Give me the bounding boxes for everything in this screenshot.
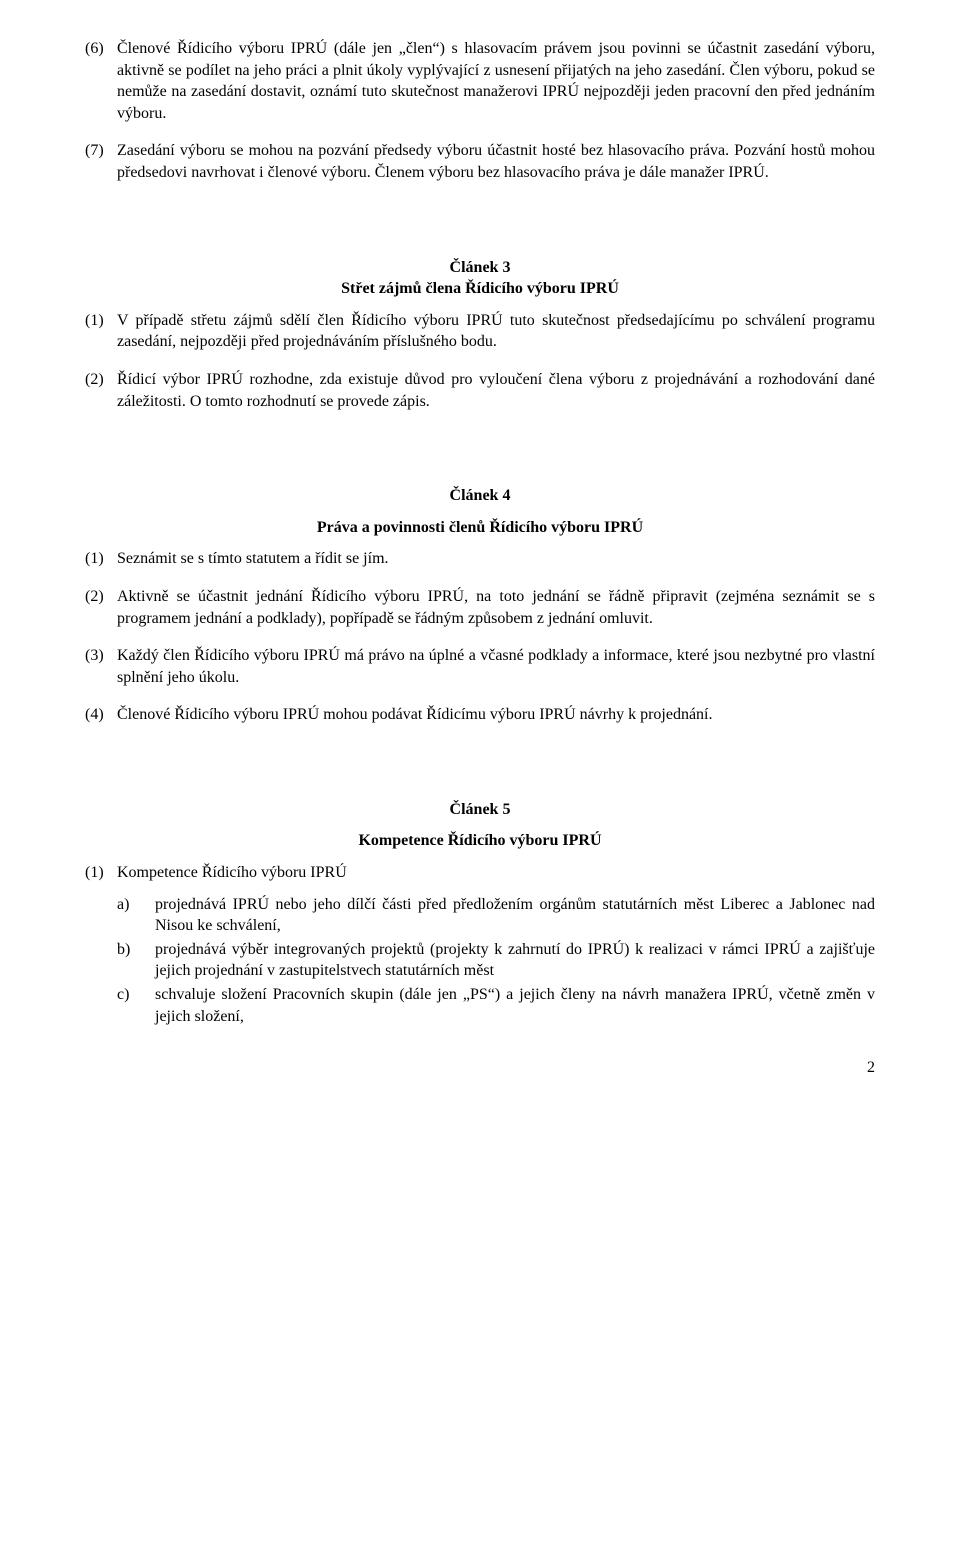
article-4-paragraph-2: (2) Aktivně se účastnit jednání Řídicího… (85, 586, 875, 629)
article-3-paragraph-1: (1) V případě střetu zájmů sdělí člen Ří… (85, 310, 875, 353)
article-5-paragraph-1: (1) Kompetence Řídicího výboru IPRÚ (85, 862, 875, 884)
item-letter: c) (117, 984, 129, 1006)
article-3-heading: Článek 3 (85, 257, 875, 279)
article-3-paragraph-2: (2) Řídicí výbor IPRÚ rozhodne, zda exis… (85, 369, 875, 412)
paragraph-text: Členové Řídicího výboru IPRÚ mohou podáv… (117, 706, 713, 723)
article-5-item-b: b) projednává výběr integrovaných projek… (85, 939, 875, 982)
article-3-subheading: Střet zájmů člena Řídicího výboru IPRÚ (85, 278, 875, 300)
paragraph-6: (6) Členové Řídicího výboru IPRÚ (dále j… (85, 38, 875, 124)
article-4-paragraph-1: (1) Seznámit se s tímto statutem a řídit… (85, 548, 875, 570)
paragraph-7: (7) Zasedání výboru se mohou na pozvání … (85, 140, 875, 183)
item-letter: b) (117, 939, 130, 961)
paragraph-number: (2) (85, 369, 104, 391)
paragraph-number: (7) (85, 140, 104, 162)
article-5-heading: Článek 5 (85, 799, 875, 821)
paragraph-number: (2) (85, 586, 104, 608)
paragraph-number: (1) (85, 548, 104, 570)
paragraph-text: Kompetence Řídicího výboru IPRÚ (117, 864, 347, 881)
article-4-paragraph-4: (4) Členové Řídicího výboru IPRÚ mohou p… (85, 704, 875, 726)
article-4-subheading: Práva a povinnosti členů Řídicího výboru… (85, 517, 875, 539)
paragraph-text: Členové Řídicího výboru IPRÚ (dále jen „… (117, 40, 875, 122)
paragraph-number: (6) (85, 38, 104, 60)
paragraph-number: (3) (85, 645, 104, 667)
paragraph-text: Zasedání výboru se mohou na pozvání před… (117, 142, 875, 181)
paragraph-text: V případě střetu zájmů sdělí člen Řídicí… (117, 312, 875, 351)
article-5-subheading: Kompetence Řídicího výboru IPRÚ (85, 830, 875, 852)
page-number: 2 (85, 1057, 875, 1079)
paragraph-number: (4) (85, 704, 104, 726)
item-letter: a) (117, 894, 129, 916)
paragraph-number: (1) (85, 862, 104, 884)
article-5-item-a: a) projednává IPRÚ nebo jeho dílčí části… (85, 894, 875, 937)
item-text: schvaluje složení Pracovních skupin (dál… (155, 986, 875, 1025)
paragraph-text: Každý člen Řídicího výboru IPRÚ má právo… (117, 647, 875, 686)
paragraph-text: Řídicí výbor IPRÚ rozhodne, zda existuje… (117, 371, 875, 410)
paragraph-text: Seznámit se s tímto statutem a řídit se … (117, 550, 389, 567)
article-4-paragraph-3: (3) Každý člen Řídicího výboru IPRÚ má p… (85, 645, 875, 688)
item-text: projednává výběr integrovaných projektů … (155, 941, 875, 980)
article-4-heading: Článek 4 (85, 485, 875, 507)
item-text: projednává IPRÚ nebo jeho dílčí části př… (155, 896, 875, 935)
paragraph-text: Aktivně se účastnit jednání Řídicího výb… (117, 588, 875, 627)
article-5-item-c: c) schvaluje složení Pracovních skupin (… (85, 984, 875, 1027)
paragraph-number: (1) (85, 310, 104, 332)
